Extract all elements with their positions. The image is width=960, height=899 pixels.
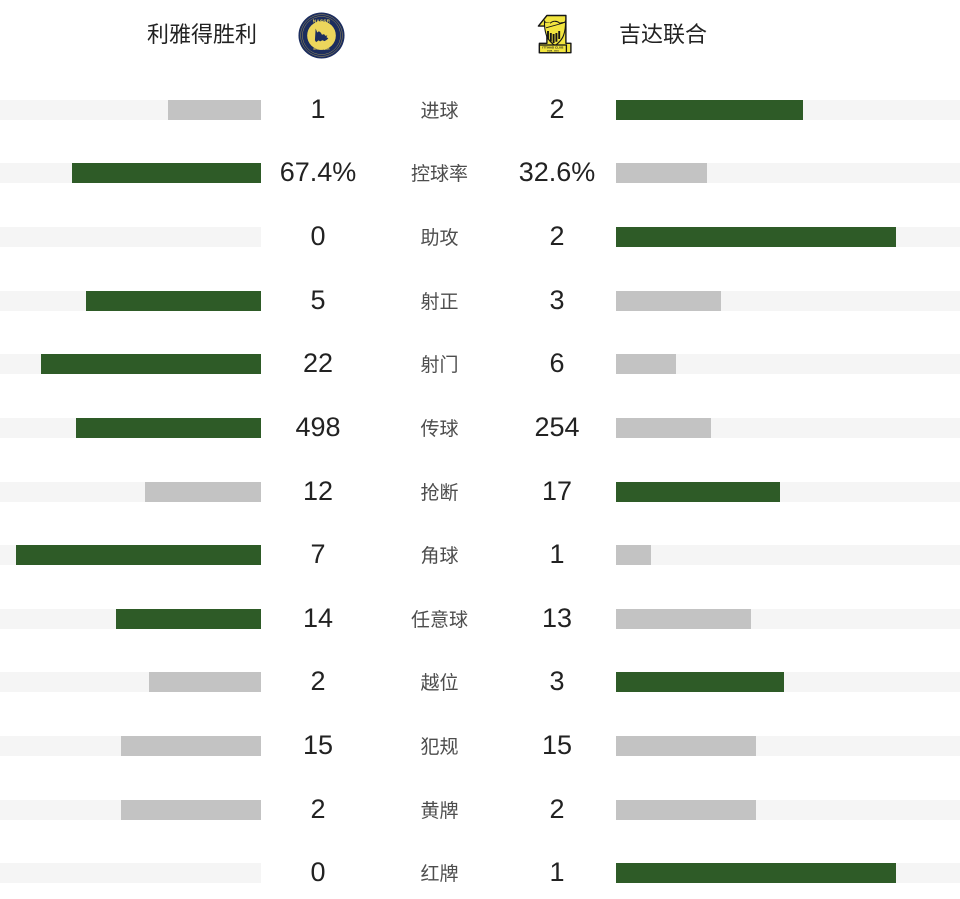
svg-text:ITTIHAD CLUB: ITTIHAD CLUB (542, 46, 564, 50)
svg-text:1928 - 1931: 1928 - 1931 (547, 51, 559, 53)
svg-text:NASSR: NASSR (313, 18, 331, 23)
